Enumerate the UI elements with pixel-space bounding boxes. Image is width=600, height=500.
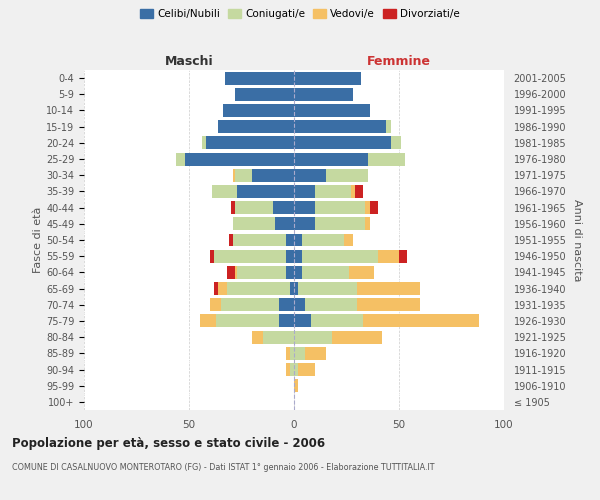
Bar xyxy=(298,282,357,295)
Bar xyxy=(311,314,364,328)
Bar xyxy=(231,201,235,214)
Bar xyxy=(185,152,294,166)
Bar xyxy=(302,266,349,279)
Y-axis label: Fasce di età: Fasce di età xyxy=(33,207,43,273)
Bar xyxy=(325,169,367,181)
Bar xyxy=(350,185,355,198)
Bar xyxy=(378,250,399,262)
Bar xyxy=(302,250,378,262)
Bar xyxy=(294,104,370,117)
Bar xyxy=(223,104,294,117)
Bar xyxy=(227,282,290,295)
Bar xyxy=(365,201,370,214)
Text: COMUNE DI CASALNUOVO MONTEROTARO (FG) - Dati ISTAT 1° gennaio 2006 - Elaborazion: COMUNE DI CASALNUOVO MONTEROTARO (FG) - … xyxy=(12,462,434,471)
Bar xyxy=(210,250,214,262)
Bar xyxy=(315,218,365,230)
Legend: Celibi/Nubili, Coniugati/e, Vedovi/e, Divorziati/e: Celibi/Nubili, Coniugati/e, Vedovi/e, Di… xyxy=(136,5,464,24)
Bar xyxy=(217,314,280,328)
Bar xyxy=(355,185,363,198)
Bar xyxy=(365,218,370,230)
Bar xyxy=(294,120,386,133)
Bar xyxy=(294,185,315,198)
Bar xyxy=(233,218,275,230)
Text: Popolazione per età, sesso e stato civile - 2006: Popolazione per età, sesso e stato civil… xyxy=(12,438,325,450)
Bar xyxy=(280,314,294,328)
Bar xyxy=(294,169,325,181)
Bar xyxy=(229,234,233,246)
Bar xyxy=(290,282,294,295)
Bar xyxy=(206,136,294,149)
Text: Femmine: Femmine xyxy=(367,56,431,68)
Bar xyxy=(286,363,290,376)
Bar xyxy=(357,298,420,311)
Bar xyxy=(399,250,407,262)
Bar xyxy=(238,185,294,198)
Bar xyxy=(235,201,273,214)
Bar xyxy=(199,314,217,328)
Bar xyxy=(332,330,382,344)
Bar xyxy=(294,234,302,246)
Bar xyxy=(286,234,294,246)
Bar xyxy=(286,266,294,279)
Bar xyxy=(367,152,406,166)
Bar xyxy=(294,88,353,101)
Bar xyxy=(364,314,479,328)
Bar xyxy=(263,330,294,344)
Bar xyxy=(294,379,298,392)
Bar xyxy=(214,250,286,262)
Bar xyxy=(286,347,290,360)
Bar xyxy=(344,234,353,246)
Bar xyxy=(391,136,401,149)
Bar xyxy=(294,314,311,328)
Bar xyxy=(294,266,302,279)
Bar xyxy=(386,120,391,133)
Bar xyxy=(294,152,367,166)
Bar xyxy=(294,282,298,295)
Bar xyxy=(294,330,332,344)
Bar xyxy=(212,185,238,198)
Bar xyxy=(221,298,280,311)
Bar xyxy=(305,298,357,311)
Bar xyxy=(224,72,294,85)
Bar xyxy=(275,218,294,230)
Bar xyxy=(286,250,294,262)
Bar xyxy=(315,201,365,214)
Bar xyxy=(235,266,238,279)
Bar xyxy=(315,185,350,198)
Bar xyxy=(294,136,391,149)
Bar xyxy=(252,330,263,344)
Bar xyxy=(176,152,185,166)
Bar xyxy=(202,136,206,149)
Bar xyxy=(294,250,302,262)
Bar xyxy=(305,347,325,360)
Bar xyxy=(290,363,294,376)
Bar xyxy=(280,298,294,311)
Bar xyxy=(294,72,361,85)
Bar xyxy=(233,234,286,246)
Bar xyxy=(290,347,294,360)
Bar xyxy=(233,169,235,181)
Bar xyxy=(235,88,294,101)
Y-axis label: Anni di nascita: Anni di nascita xyxy=(572,198,582,281)
Bar xyxy=(210,298,221,311)
Bar xyxy=(294,298,305,311)
Bar xyxy=(218,282,227,295)
Bar xyxy=(227,266,235,279)
Bar xyxy=(294,347,305,360)
Bar xyxy=(294,201,315,214)
Text: Maschi: Maschi xyxy=(164,56,214,68)
Bar xyxy=(370,201,378,214)
Bar xyxy=(349,266,374,279)
Bar xyxy=(252,169,294,181)
Bar xyxy=(218,120,294,133)
Bar xyxy=(238,266,286,279)
Bar xyxy=(302,234,344,246)
Bar xyxy=(235,169,252,181)
Bar xyxy=(273,201,294,214)
Bar xyxy=(294,218,315,230)
Bar xyxy=(294,363,298,376)
Bar xyxy=(298,363,315,376)
Bar xyxy=(214,282,218,295)
Bar xyxy=(357,282,420,295)
